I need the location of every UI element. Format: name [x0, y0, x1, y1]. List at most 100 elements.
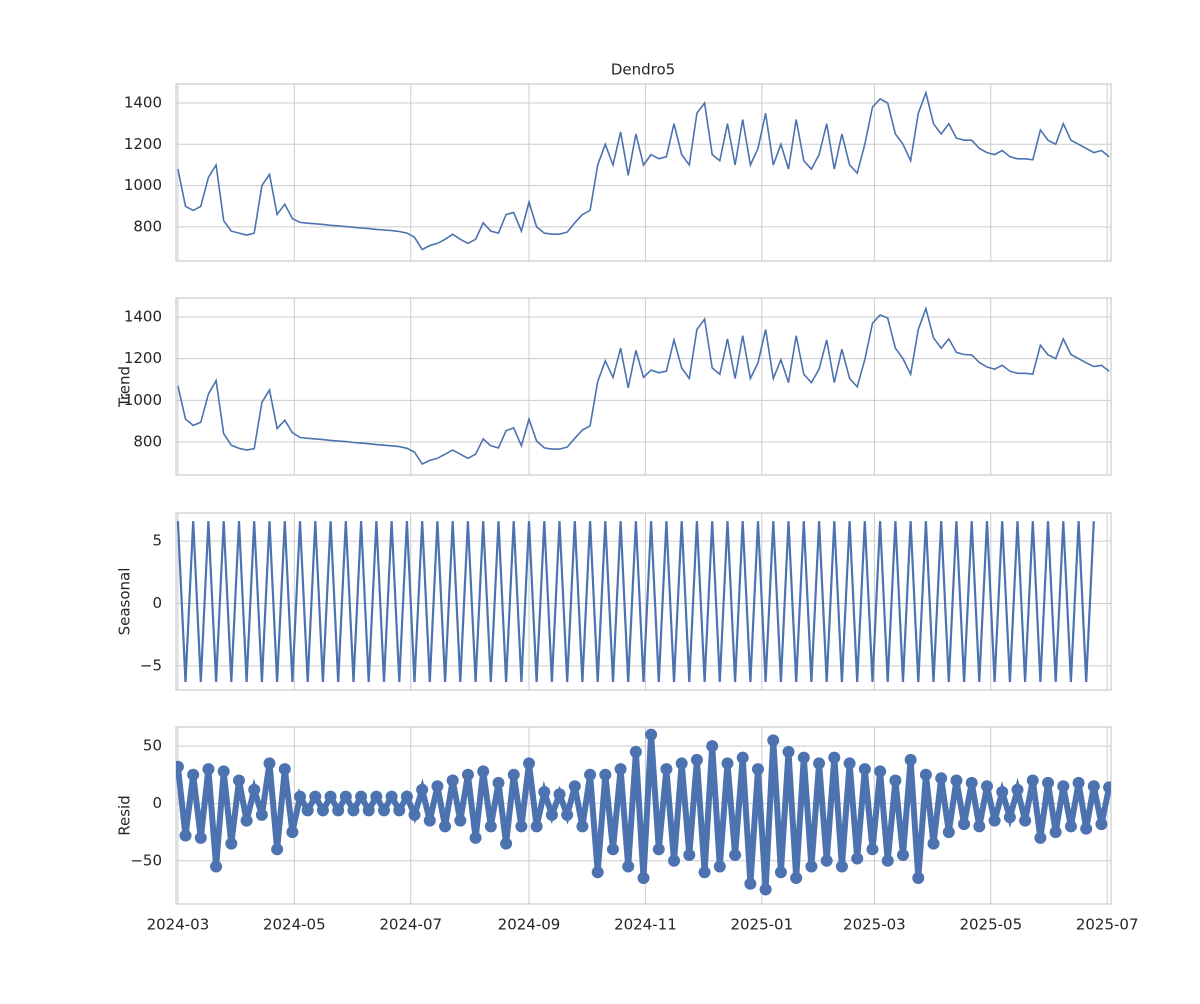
resid-point [301, 804, 314, 817]
resid-point [1003, 811, 1016, 824]
resid-point [835, 860, 848, 873]
resid-point [423, 814, 436, 827]
resid-point [996, 785, 1009, 798]
x-tick-label: 2024-09 [498, 916, 561, 934]
resid-point [713, 860, 726, 873]
resid-point [965, 776, 978, 789]
resid-point [484, 820, 497, 833]
resid-point [729, 849, 742, 862]
resid-point [1064, 820, 1077, 833]
resid-point [515, 820, 528, 833]
resid-point [393, 804, 406, 817]
y-tick-label: 0 [152, 794, 162, 812]
resid-point [248, 783, 261, 796]
y-tick-label: 800 [133, 217, 162, 235]
resid-point [629, 745, 642, 758]
resid-point [698, 866, 711, 879]
resid-point [866, 843, 879, 856]
resid-point [210, 860, 223, 873]
resid-point [858, 763, 871, 776]
resid-point [576, 820, 589, 833]
resid-point [179, 829, 192, 842]
resid-point [255, 808, 268, 821]
resid-point [820, 854, 833, 867]
axes-frame [175, 83, 1112, 262]
resid-point [232, 774, 245, 787]
resid-point [828, 751, 841, 764]
resid-point [897, 849, 910, 862]
x-tick-label: 2025-05 [959, 916, 1022, 934]
resid-point [874, 765, 887, 778]
series-line [177, 305, 1110, 466]
x-tick-label: 2024-05 [263, 916, 326, 934]
resid-point [904, 753, 917, 766]
resid-point [1057, 780, 1070, 793]
y-tick-label: 1000 [124, 176, 162, 194]
resid-point [347, 804, 360, 817]
axes-frame [175, 512, 1112, 691]
x-tick-label: 2025-03 [843, 916, 906, 934]
resid-point [919, 768, 932, 781]
resid-point [362, 804, 375, 817]
resid-point [690, 753, 703, 766]
resid-point [309, 790, 322, 803]
resid-point [1103, 781, 1111, 794]
resid-point [813, 757, 826, 770]
resid-point [1019, 814, 1032, 827]
resid-point [881, 854, 894, 867]
resid-point [942, 826, 955, 839]
resid-point [591, 866, 604, 879]
y-axis-label: Trend [116, 366, 134, 408]
resid-point [584, 768, 597, 781]
resid-point [668, 854, 681, 867]
resid-point [706, 740, 719, 753]
resid-point [1049, 826, 1062, 839]
resid-point [278, 763, 291, 776]
resid-point [530, 820, 543, 833]
axes-frame [175, 297, 1112, 476]
resid-point [935, 772, 948, 785]
resid-point [958, 818, 971, 831]
resid-point [622, 860, 635, 873]
resid-point [408, 808, 421, 821]
resid-point [927, 837, 940, 850]
resid-point [561, 808, 574, 821]
series-line [177, 89, 1110, 251]
x-tick-label: 2024-07 [379, 916, 442, 934]
resid-point [332, 804, 345, 817]
resid-point [1011, 783, 1024, 796]
resid-point [225, 837, 238, 850]
resid-point [461, 768, 474, 781]
y-tick-label: 800 [133, 433, 162, 451]
resid-point [339, 790, 352, 803]
resid-point [523, 757, 536, 770]
resid-point [614, 763, 627, 776]
resid-point [744, 877, 757, 890]
chart-title: Dendro5 [611, 61, 675, 79]
resid-point [637, 871, 650, 884]
resid-point [774, 866, 787, 879]
resid-point [324, 790, 337, 803]
resid-point [652, 843, 665, 856]
resid-point [645, 728, 658, 741]
resid-point [294, 790, 307, 803]
resid-point [286, 826, 299, 839]
resid-point [851, 852, 864, 865]
resid-point [782, 745, 795, 758]
resid-point [416, 783, 429, 796]
y-axis-label: Resid [116, 795, 134, 835]
resid-point [545, 808, 558, 821]
resid-point [1034, 831, 1047, 844]
y-tick-label: 5 [152, 532, 162, 550]
y-axis-label: Seasonal [116, 568, 134, 636]
y-tick-label: 1400 [124, 94, 162, 112]
resid-point [980, 780, 993, 793]
series-line [176, 521, 1095, 683]
resid-point [492, 776, 505, 789]
resid-point [599, 768, 612, 781]
y-tick-label: 1200 [124, 135, 162, 153]
y-tick-label: 1400 [124, 307, 162, 325]
resid-point [385, 790, 398, 803]
resid-point [1072, 776, 1085, 789]
